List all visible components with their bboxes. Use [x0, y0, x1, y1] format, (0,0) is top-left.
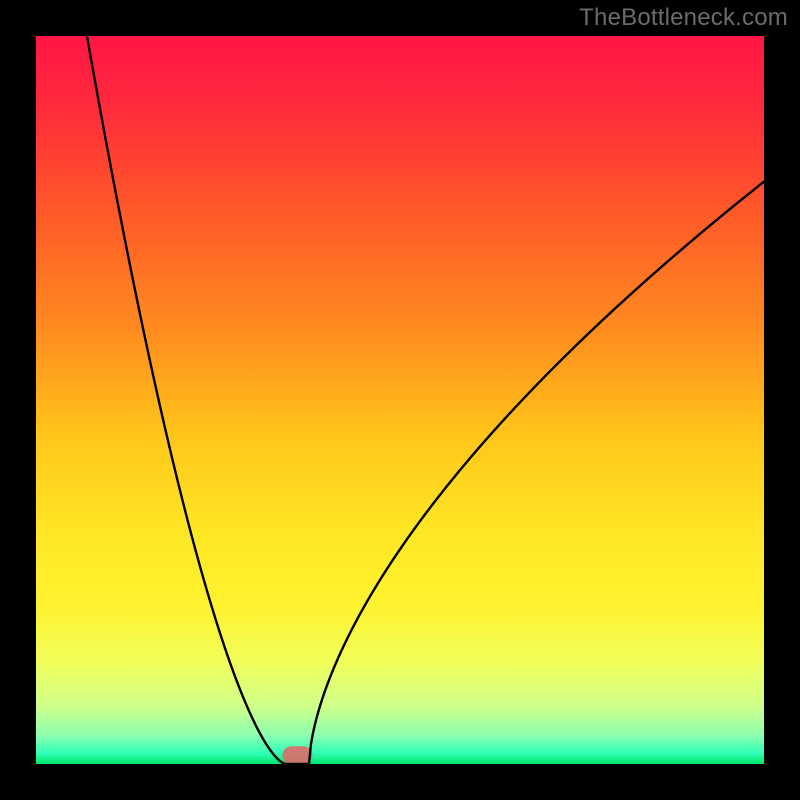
- plot-svg: [0, 0, 800, 800]
- plot-background: [36, 36, 764, 764]
- chart-container: TheBottleneck.com: [0, 0, 800, 800]
- watermark-text: TheBottleneck.com: [579, 4, 788, 32]
- trough-marker: [282, 746, 312, 764]
